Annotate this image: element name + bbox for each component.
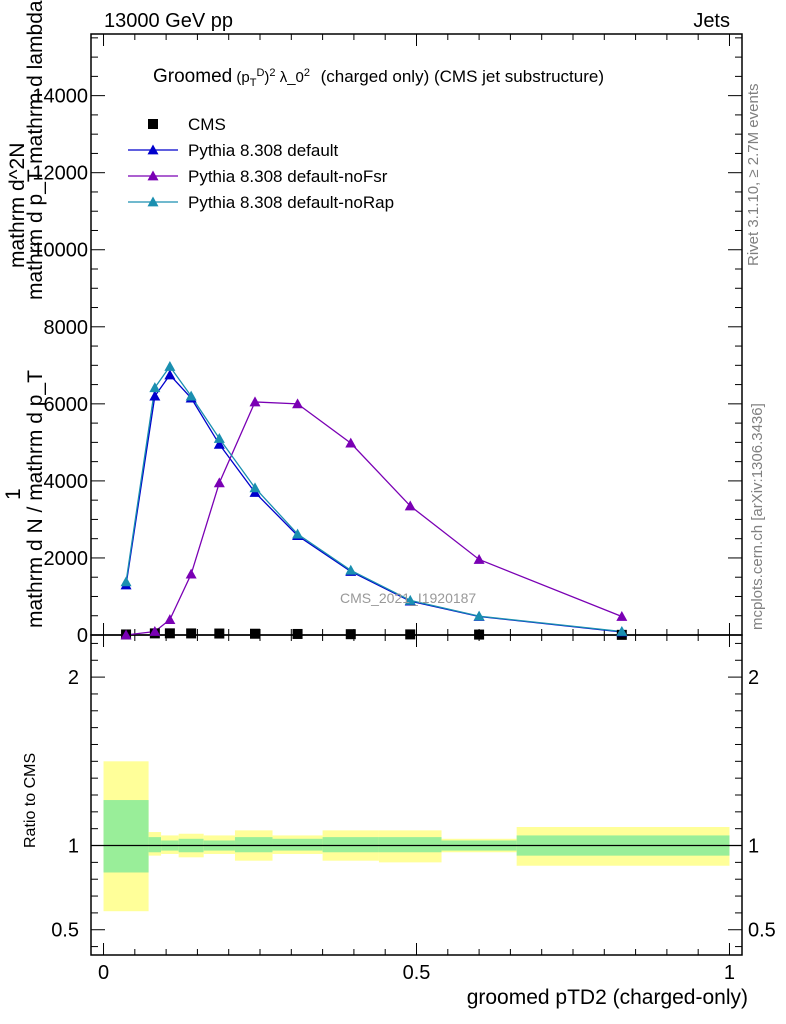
legend-marker-2: [147, 170, 159, 181]
ratio-stat-band-1: [148, 837, 162, 853]
ratio-y-tick-label: 2: [68, 667, 79, 689]
cms-point-7: [345, 629, 356, 640]
series-2-point-3: [185, 568, 197, 579]
series-2-point-10: [616, 611, 628, 621]
legend-marker-0: [148, 119, 158, 129]
series-2-point-8: [404, 500, 416, 511]
y-tick-label: 2000: [44, 548, 89, 570]
y-axis-label-3: 1: [2, 488, 25, 500]
y-tick-label: 8000: [44, 317, 89, 339]
cms-point-2: [164, 628, 175, 639]
legend-label-1: Pythia 8.308 default: [188, 141, 339, 160]
series-1-point-4: [213, 438, 225, 449]
series-3-point-6: [292, 528, 304, 539]
cms-point-6: [292, 628, 303, 639]
y-tick-label: 4000: [44, 471, 89, 493]
watermark: CMS_2021_I1920187: [340, 590, 477, 606]
title-groomed: Groomed: [153, 66, 233, 87]
y-axis-label-2: mathrm d p_T mathrm d lambda: [24, 0, 47, 300]
ratio-stat-band-8: [378, 837, 442, 853]
x-axis-label: groomed pTD2 (charged-only): [466, 986, 748, 1009]
chart-title: Groomed (pTD)2 λ_02 (charged only) (CMS …: [153, 66, 605, 89]
legend: CMS Pythia 8.308 default Pythia 8.308 defa…: [128, 115, 394, 212]
y-tick-label: 14000: [32, 86, 88, 108]
series-2-point-2: [164, 614, 176, 624]
series-1-point-2: [164, 369, 176, 380]
cms-point-8: [405, 629, 416, 640]
legend-label-3: Pythia 8.308 default-noRap: [188, 193, 394, 212]
ratio-y-tick-label: 1: [68, 836, 79, 858]
x-tick-label: 0: [98, 962, 109, 984]
series-3-point-9: [473, 610, 485, 621]
ratio-y-tick-label-right: 2: [748, 667, 759, 689]
series-3-point-0: [120, 576, 132, 587]
series-1-point-1: [149, 390, 161, 401]
cms-point-5: [250, 628, 261, 639]
y-tick-label: 0: [77, 625, 88, 647]
x-tick-label: 0.5: [403, 962, 431, 984]
ratio-y-tick-label: 0.5: [51, 920, 79, 942]
legend-marker-3: [147, 196, 159, 207]
series-3-point-1: [149, 382, 161, 393]
ratio-stat-band-0: [103, 800, 149, 873]
series-3-point-3: [185, 390, 197, 401]
ratio-y-tick-label-right: 0.5: [748, 920, 776, 942]
jets-label: Jets: [693, 10, 730, 32]
series-3-point-7: [345, 564, 357, 575]
series-2-point-1: [149, 626, 161, 636]
mcplots-label: mcplots.cern.ch [arXiv:1306.3436]: [749, 403, 766, 630]
cms-point-3: [186, 628, 197, 639]
ratio-y-tick-label-right: 1: [748, 836, 759, 858]
ratio-stat-band-7: [322, 837, 379, 853]
y-tick-label: 6000: [44, 394, 89, 416]
legend-label-0: CMS: [188, 115, 226, 134]
series-2-point-0: [120, 629, 132, 640]
legend-label-2: Pythia 8.308 default-noFsr: [188, 167, 388, 186]
axis-ticks: 0 2000 4000 6000 8000 10000 12000 14000 0.5 0.5 1 1…: [32, 34, 776, 984]
cms-point-4: [214, 628, 225, 639]
y-tick-label: 10000: [32, 240, 88, 262]
cms-point-9: [474, 629, 485, 640]
series-markers: [120, 360, 628, 640]
rivet-label: Rivet 3.1.10, ≥ 2.7M events: [745, 83, 762, 267]
series-2-point-5: [249, 396, 261, 407]
series-3-point-8: [404, 594, 416, 605]
series-3-point-2: [164, 360, 176, 371]
series-2-point-9: [473, 553, 485, 564]
x-tick-label: 1: [724, 962, 735, 984]
ratio-stat-band-5: [234, 837, 273, 853]
legend-marker-1: [147, 144, 159, 155]
energy-label: 13000 GeV pp: [104, 10, 233, 32]
y-tick-label: 12000: [32, 163, 88, 185]
ratio-y-axis-label: Ratio to CMS: [22, 752, 39, 848]
title-suffix: (charged only) (CMS jet substructure): [320, 67, 605, 86]
series-2-point-4: [213, 477, 225, 488]
series-3-point-10: [616, 626, 628, 636]
series-2-point-7: [345, 437, 357, 448]
series-3-point-4: [213, 433, 225, 443]
series-2-point-6: [292, 398, 304, 409]
y-axis-label-4: mathrm d N / mathrm d p_T: [24, 370, 47, 628]
ratio-stat-band-6: [272, 838, 323, 851]
series-3-point-5: [249, 482, 261, 493]
